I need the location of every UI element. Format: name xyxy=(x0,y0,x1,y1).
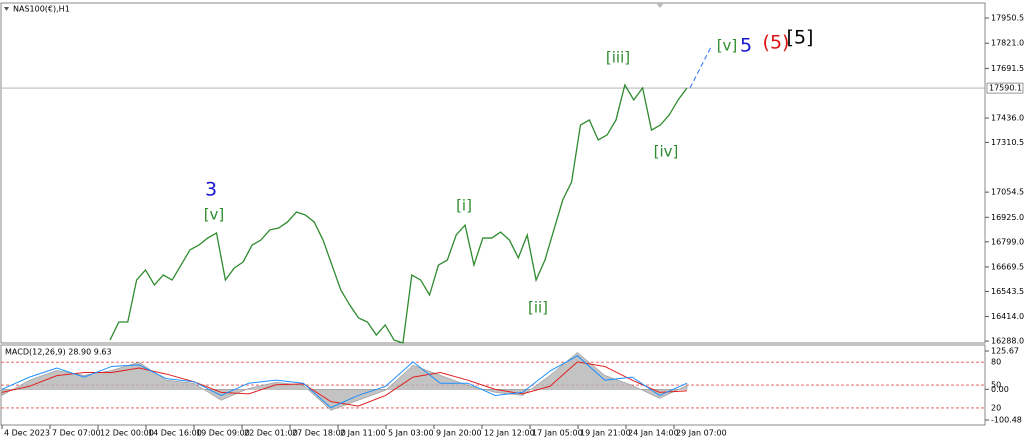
wave-label: [v] xyxy=(717,37,738,55)
y-tick-label: 17054.5 xyxy=(991,188,1024,197)
wave-label: [iv] xyxy=(654,143,679,161)
projection xyxy=(689,44,713,89)
macd-line xyxy=(1,355,688,409)
price-panel xyxy=(0,2,986,344)
y-tick-label: 17821.0 xyxy=(991,39,1024,48)
y2-tick-label: 125.67 xyxy=(991,346,1019,355)
y2-tick-label: 0.00 xyxy=(991,385,1009,394)
wave-label: [iii] xyxy=(606,49,630,67)
macd-line xyxy=(1,361,688,407)
x-tick-label: 19 Dec 09:00 xyxy=(196,429,250,438)
y-tick-label: 16414.0 xyxy=(991,312,1024,321)
x-tick-label: 24 Jan 14:00 xyxy=(628,429,679,438)
wave-label: (5) xyxy=(763,32,790,54)
x-tick-label: 22 Dec 01:00 xyxy=(244,429,298,438)
x-tick-label: 5 Jan 03:00 xyxy=(388,429,434,438)
x-tick-label: 9 Jan 20:00 xyxy=(436,429,482,438)
symbol-arrow xyxy=(4,7,9,11)
wave-label: [5] xyxy=(787,27,814,49)
y-tick-label: 17436.0 xyxy=(991,114,1024,123)
y-tick-label: 16799.0 xyxy=(991,237,1024,246)
level-label: 20 xyxy=(991,403,1001,412)
y-tick-label: 16925.0 xyxy=(991,213,1024,222)
y-tick-label: 16543.5 xyxy=(991,287,1024,296)
wave-label: [v] xyxy=(204,206,225,224)
current-price-box xyxy=(986,82,1024,94)
wave-label: 5 xyxy=(740,35,752,57)
level-label: 50 xyxy=(991,381,1001,390)
x-tick-label: 27 Dec 18:00 xyxy=(292,429,346,438)
y-tick-label: 16288.0 xyxy=(991,337,1024,346)
y-tick-label: 17691.5 xyxy=(991,64,1024,73)
price-line xyxy=(109,83,688,344)
x-tick-label: 29 Jan 07:00 xyxy=(676,429,727,438)
chart-title: NAS100(€),H1 xyxy=(13,5,70,14)
x-tick-label: 19 Jan 21:00 xyxy=(580,429,631,438)
x-tick-label: 7 Dec 07:00 xyxy=(52,429,101,438)
shift-marker xyxy=(656,3,664,8)
x-tick-label: 12 Dec 00:00 xyxy=(100,429,154,438)
x-tick-label: 12 Jan 12:00 xyxy=(484,429,535,438)
wave-label: 3 xyxy=(205,179,217,201)
y-tick-label: 17950.5 xyxy=(991,14,1024,23)
macd-area xyxy=(1,352,688,411)
current-price-label: 17590.1 xyxy=(989,84,1022,93)
x-tick-label: 14 Dec 16:00 xyxy=(148,429,202,438)
wave-label: [i] xyxy=(456,197,472,215)
wave-label: [ii] xyxy=(528,299,548,317)
x-tick-label: 17 Jan 05:00 xyxy=(532,429,583,438)
y-tick-label: 16669.5 xyxy=(991,262,1024,271)
y-tick-label: 17310.5 xyxy=(991,138,1024,147)
x-tick-label: 2 Jan 11:00 xyxy=(340,429,386,438)
level-label: 80 xyxy=(991,358,1001,367)
macd-title: MACD(12,26,9) 28.90 9.63 xyxy=(5,348,112,357)
x-tick-label: 4 Dec 2023 xyxy=(4,429,50,438)
y2-tick-label: -100.48 xyxy=(991,415,1022,424)
